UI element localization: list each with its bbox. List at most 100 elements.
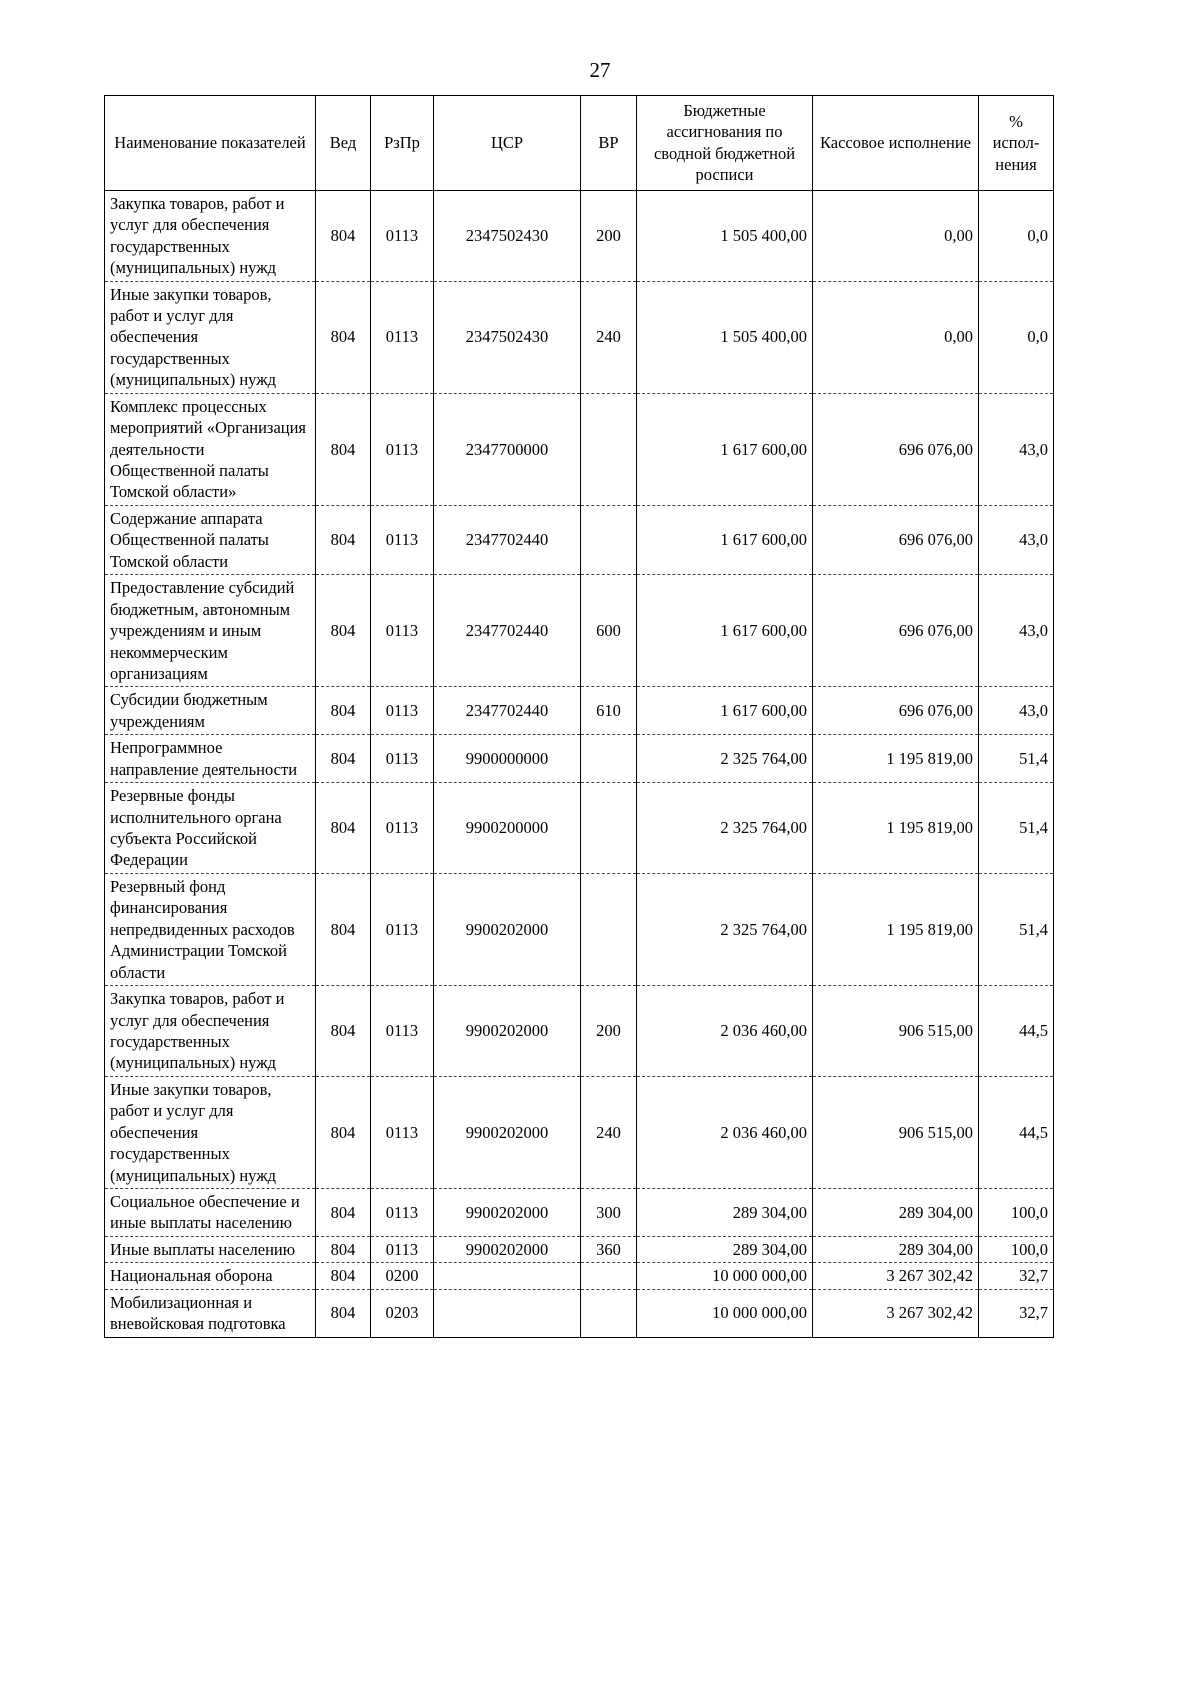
cell-rzpr: 0113 (370, 1076, 434, 1190)
cell-budget: 289 304,00 (636, 1236, 813, 1264)
cell-pct: 32,7 (978, 1289, 1054, 1338)
table-row: Непрограммное направление деятельности 80… (104, 734, 1054, 784)
cell-pct: 51,4 (978, 734, 1054, 784)
cell-rzpr: 0203 (370, 1289, 434, 1338)
cell-cash: 1 195 819,00 (812, 734, 979, 784)
cell-pct: 100,0 (978, 1236, 1054, 1264)
cell-csr (433, 1262, 581, 1290)
cell-name: Комплекс процессных мероприятий «Организ… (104, 393, 316, 506)
cell-vr: 200 (580, 985, 637, 1077)
cell-budget: 2 036 460,00 (636, 1076, 813, 1190)
header-budget: Бюджетные ассигнования по сводной бюджет… (636, 95, 813, 191)
cell-name: Национальная оборона (104, 1262, 316, 1290)
table-row: Национальная оборона 804 0200 10 000 000,00… (104, 1262, 1054, 1290)
cell-ved: 804 (315, 734, 371, 784)
cell-csr: 2347702440 (433, 505, 581, 576)
header-name: Наименование показателей (104, 95, 316, 191)
cell-cash: 696 076,00 (812, 393, 979, 506)
cell-csr (433, 1289, 581, 1338)
table-body: Закупка товаров, работ и услуг для обесп… (104, 190, 1054, 1338)
cell-rzpr: 0113 (370, 190, 434, 282)
cell-pct: 32,7 (978, 1262, 1054, 1290)
cell-vr (580, 1262, 637, 1290)
table-row: Мобилизационная и вневойсковая подготовк… (104, 1289, 1054, 1338)
cell-rzpr: 0113 (370, 281, 434, 394)
cell-pct: 51,4 (978, 782, 1054, 874)
table-row: Иные выплаты населению 804 0113 9900202000 3… (104, 1236, 1054, 1264)
cell-name: Содержание аппарата Общественной палаты … (104, 505, 316, 576)
cell-rzpr: 0113 (370, 782, 434, 874)
cell-budget: 1 617 600,00 (636, 686, 813, 736)
cell-csr: 2347702440 (433, 686, 581, 736)
header-cash: Кассовое исполнение (812, 95, 979, 191)
table-row: Закупка товаров, работ и услуг для обесп… (104, 985, 1054, 1077)
table-row: Комплекс процессных мероприятий «Организ… (104, 393, 1054, 506)
cell-vr: 610 (580, 686, 637, 736)
cell-ved: 804 (315, 1076, 371, 1190)
cell-name: Иные выплаты населению (104, 1236, 316, 1264)
cell-rzpr: 0113 (370, 985, 434, 1077)
cell-name: Закупка товаров, работ и услуг для обесп… (104, 190, 316, 282)
cell-vr (580, 873, 637, 987)
cell-rzpr: 0113 (370, 574, 434, 688)
cell-budget: 2 325 764,00 (636, 782, 813, 874)
cell-budget: 2 325 764,00 (636, 873, 813, 987)
cell-budget: 1 505 400,00 (636, 281, 813, 394)
header-pct: % испол-нения (978, 95, 1054, 191)
cell-name: Предоставление субсидий бюджетным, автон… (104, 574, 316, 688)
cell-rzpr: 0200 (370, 1262, 434, 1290)
cell-cash: 906 515,00 (812, 985, 979, 1077)
cell-ved: 804 (315, 782, 371, 874)
cell-pct: 44,5 (978, 1076, 1054, 1190)
cell-vr (580, 734, 637, 784)
table-row: Иные закупки товаров, работ и услуг для … (104, 281, 1054, 394)
cell-budget: 289 304,00 (636, 1188, 813, 1237)
cell-rzpr: 0113 (370, 734, 434, 784)
cell-name: Иные закупки товаров, работ и услуг для … (104, 281, 316, 394)
cell-cash: 696 076,00 (812, 505, 979, 576)
page-number: 27 (589, 58, 611, 82)
table-row: Социальное обеспечение и иные выплаты на… (104, 1188, 1054, 1237)
cell-ved: 804 (315, 505, 371, 576)
cell-pct: 51,4 (978, 873, 1054, 987)
cell-ved: 804 (315, 1289, 371, 1338)
cell-ved: 804 (315, 281, 371, 394)
cell-cash: 696 076,00 (812, 574, 979, 688)
cell-ved: 804 (315, 1236, 371, 1264)
cell-cash: 0,00 (812, 281, 979, 394)
cell-csr: 2347502430 (433, 281, 581, 394)
cell-ved: 804 (315, 873, 371, 987)
cell-vr (580, 782, 637, 874)
header-rzpr: РзПр (370, 95, 434, 191)
header-csr: ЦСР (433, 95, 581, 191)
cell-vr (580, 393, 637, 506)
cell-csr: 9900202000 (433, 1188, 581, 1237)
cell-ved: 804 (315, 190, 371, 282)
cell-vr (580, 1289, 637, 1338)
cell-ved: 804 (315, 574, 371, 688)
cell-vr: 360 (580, 1236, 637, 1264)
cell-cash: 3 267 302,42 (812, 1289, 979, 1338)
table-row: Иные закупки товаров, работ и услуг для … (104, 1076, 1054, 1190)
cell-pct: 43,0 (978, 574, 1054, 688)
cell-csr: 9900202000 (433, 873, 581, 987)
cell-budget: 10 000 000,00 (636, 1289, 813, 1338)
table-row: Резервные фонды исполнительного органа с… (104, 782, 1054, 874)
cell-pct: 44,5 (978, 985, 1054, 1077)
cell-rzpr: 0113 (370, 1236, 434, 1264)
cell-pct: 43,0 (978, 505, 1054, 576)
table-header-row: Наименование показателей Вед РзПр ЦСР ВР… (104, 95, 1054, 191)
cell-name: Закупка товаров, работ и услуг для обесп… (104, 985, 316, 1077)
cell-vr: 240 (580, 281, 637, 394)
cell-budget: 1 505 400,00 (636, 190, 813, 282)
cell-pct: 100,0 (978, 1188, 1054, 1237)
table-row: Предоставление субсидий бюджетным, автон… (104, 574, 1054, 688)
cell-rzpr: 0113 (370, 505, 434, 576)
cell-ved: 804 (315, 393, 371, 506)
cell-cash: 906 515,00 (812, 1076, 979, 1190)
cell-cash: 1 195 819,00 (812, 782, 979, 874)
cell-csr: 2347700000 (433, 393, 581, 506)
cell-budget: 10 000 000,00 (636, 1262, 813, 1290)
cell-csr: 9900202000 (433, 985, 581, 1077)
cell-vr: 300 (580, 1188, 637, 1237)
